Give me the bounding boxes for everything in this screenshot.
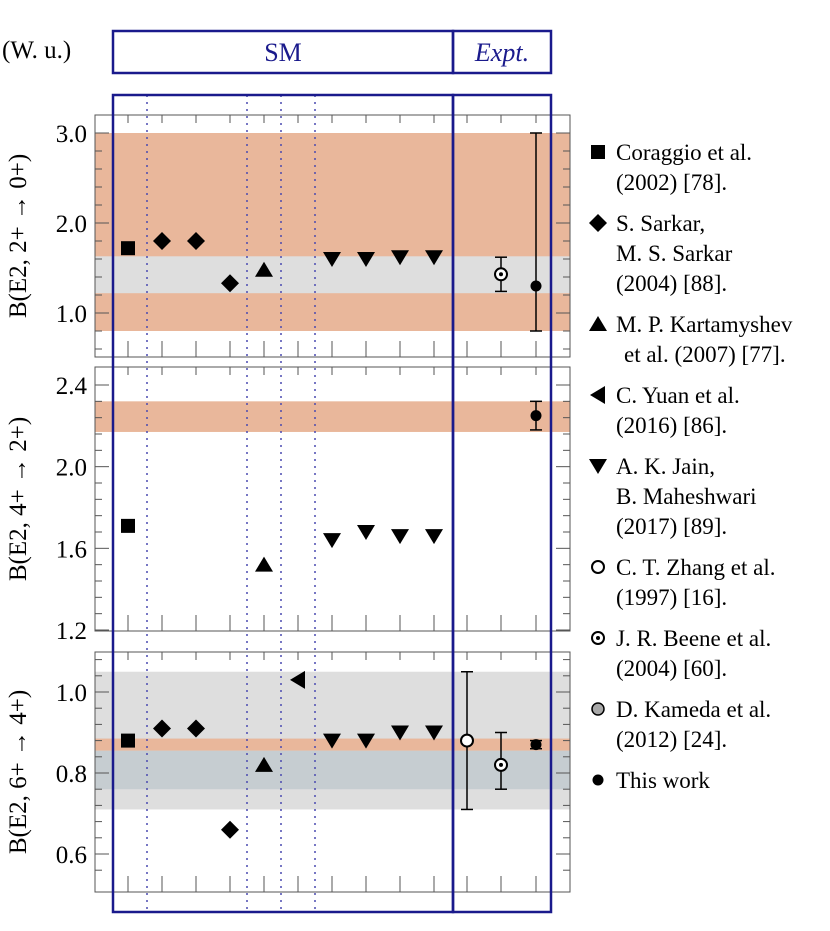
legend-item: This work [592,768,710,793]
legend-item: J. R. Beene et al. (2004) [60]. [591,626,771,681]
legend-item: S. Sarkar, M. S. Sarkar (2004) [88]. [589,211,733,296]
y-tick-label: 3.0 [56,121,87,148]
dot-circle-center [596,636,600,640]
filled-circle-marker [530,739,542,751]
legend-label: (2002) [78]. [616,170,727,195]
y-tick-label: 2.0 [56,455,87,482]
filled-circle-marker [530,280,542,292]
panel-1: 1.0 2.0 3.0 B(E2, 2+ → 0+) [5,114,571,358]
triangle-up-marker [589,316,607,331]
legend-label: et al. (2007) [77]. [624,342,786,367]
triangle-left-marker [290,670,305,689]
triangle-up-marker [255,556,273,572]
diamond-marker [589,214,607,232]
triangle-down-marker [589,459,607,474]
diamond-marker [153,719,171,738]
legend-label: C. T. Zhang et al. [616,555,775,580]
diamond-marker [187,719,205,738]
overlap-band [95,750,570,790]
units-label: (W. u.) [2,37,71,64]
y-tick-label: 0.8 [56,761,87,788]
y-axis-label: B(E2, 4+ → 2+) [5,417,32,581]
legend-label: This work [616,768,710,793]
triangle-down-marker [391,529,409,545]
legend-label: B. Maheshwari [616,484,757,509]
gray-circle-marker [591,702,605,716]
legend-label: (2004) [60]. [616,656,727,681]
y-tick-label: 0.6 [56,842,87,869]
square-marker [591,145,605,159]
legend-item: C. Yuan et al. (2016) [86]. [590,383,740,438]
legend-label: (2016) [86]. [616,413,727,438]
legend-label: D. Kameda et al. [616,697,771,722]
panel-2: 1.2 1.6 2.0 2.4 B(E2, 4+ → 2+) [5,366,571,645]
legend-label: (2012) [24]. [616,727,727,752]
diamond-marker [221,274,239,293]
legend-item: A. K. Jain, B. Maheshwari (2017) [89]. [589,454,757,539]
legend-label: M. P. Kartamyshev [616,312,793,337]
triangle-down-marker [425,529,443,545]
open-circle-marker [591,560,605,574]
legend-item: C. T. Zhang et al. (1997) [16]. [591,555,775,610]
panel-3: 0.6 0.8 1.0 B(E2, 6+ → 4+) [5,651,571,893]
triangle-down-marker [425,725,443,741]
triangle-up-marker [255,261,273,277]
dot-circle-center [499,762,503,767]
legend-label: A. K. Jain, [616,454,715,479]
triangle-down-marker [391,250,409,266]
square-marker [121,733,135,748]
expt-header: Expt. [474,38,529,67]
legend-label: M. S. Sarkar [616,241,733,266]
legend-item: Coraggio et al. (2002) [78]. [591,140,752,195]
diamond-marker [221,820,239,839]
filled-circle-marker [592,774,604,786]
triangle-down-marker [323,533,341,549]
sm-header: SM [264,38,302,67]
legend-label: S. Sarkar, [616,211,705,236]
filled-circle-marker [530,410,542,422]
square-marker [121,241,135,256]
triangle-down-marker [391,725,409,741]
legend-label: C. Yuan et al. [616,383,740,408]
triangle-down-marker [357,252,375,267]
diamond-marker [153,232,171,250]
open-circle-marker [460,733,474,748]
y-tick-label: 1.0 [56,301,87,328]
legend-label: (1997) [16]. [616,585,727,610]
diamond-marker [187,232,205,250]
expt-frame [451,93,553,914]
orange-band [95,133,570,331]
y-tick-label: 2.0 [56,211,87,238]
y-tick-label: 1.2 [56,618,87,645]
triangle-down-marker [323,733,341,749]
legend-label: Coraggio et al. [616,140,752,165]
triangle-down-marker [357,525,375,540]
y-tick-label: 2.4 [56,373,88,400]
triangle-down-marker [357,733,375,749]
y-axis-label: B(E2, 2+ → 0+) [5,154,32,318]
expt-header-box [451,29,553,75]
legend-label: J. R. Beene et al. [616,626,771,651]
legend-item: D. Kameda et al. (2012) [24]. [591,697,771,752]
triangle-up-marker [255,756,273,772]
orange-band [95,401,570,432]
triangle-down-marker [323,252,341,267]
y-tick-label: 1.6 [56,536,87,563]
triangle-down-marker [425,250,443,266]
legend-label: (2004) [88]. [616,271,727,296]
y-tick-label: 1.0 [56,680,87,707]
square-marker [121,518,135,533]
dot-circle-center [499,272,503,277]
y-axis-label: B(E2, 6+ → 4+) [5,690,32,854]
triangle-left-marker [590,386,605,404]
legend-label: (2017) [89]. [616,514,727,539]
legend-item: M. P. Kartamyshev et al. (2007) [77]. [589,312,793,367]
